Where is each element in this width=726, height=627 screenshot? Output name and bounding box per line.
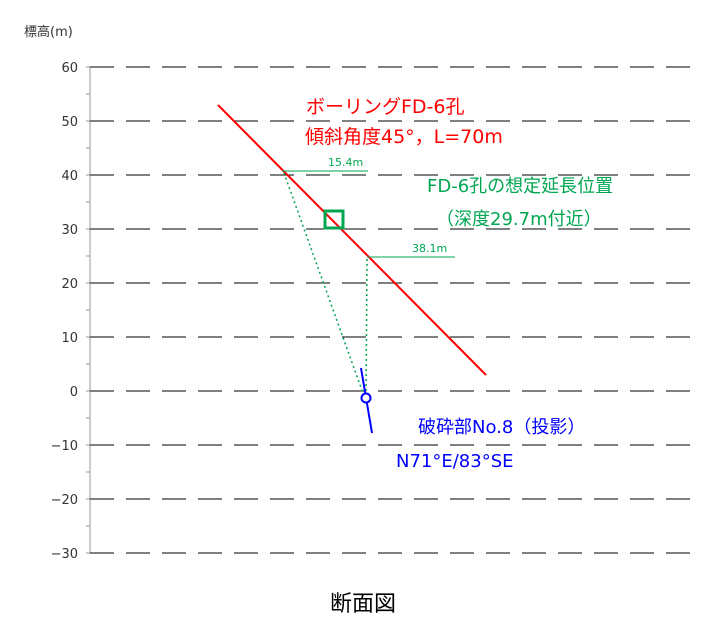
y-tick-label: 50 (61, 115, 78, 130)
fracture-point (360, 392, 372, 404)
borehole-detail: 傾斜角度45°，L=70m (305, 126, 503, 148)
fracture-label-line1: 破砕部No.8（投影） (418, 417, 585, 438)
borehole-line (217, 104, 487, 376)
extension-marker (323, 209, 345, 230)
y-tick-label: 60 (61, 61, 78, 76)
y-axis-title: 標高(m) (24, 24, 73, 40)
y-tick-label: 0 (70, 385, 78, 400)
projection-line-1 (283, 172, 365, 397)
y-axis: 60 50 40 30 20 10 0 −10 −20 −30 (51, 61, 690, 562)
projection-line-2 (365, 258, 368, 397)
y-tick-label: 40 (61, 169, 78, 184)
y-tick-label: −30 (51, 547, 78, 562)
y-tick-label: 10 (61, 331, 78, 346)
extension-label-line2: （深度29.7m付近） (436, 209, 602, 230)
fracture-label-line2: N71°E/83°SE (396, 451, 514, 472)
y-tick-label: 30 (61, 223, 78, 238)
caption: 断面図 (330, 592, 396, 617)
y-tick-label: −10 (51, 439, 78, 454)
distance-label-2: 38.1m (412, 242, 447, 255)
extension-label-line1: FD-6孔の想定延長位置 (427, 176, 613, 197)
distance-label-1: 15.4m (328, 156, 363, 169)
borehole-title: ボーリングFD-6孔 (306, 96, 465, 118)
y-tick-label: −20 (51, 493, 78, 508)
y-tick-label: 20 (61, 277, 78, 292)
